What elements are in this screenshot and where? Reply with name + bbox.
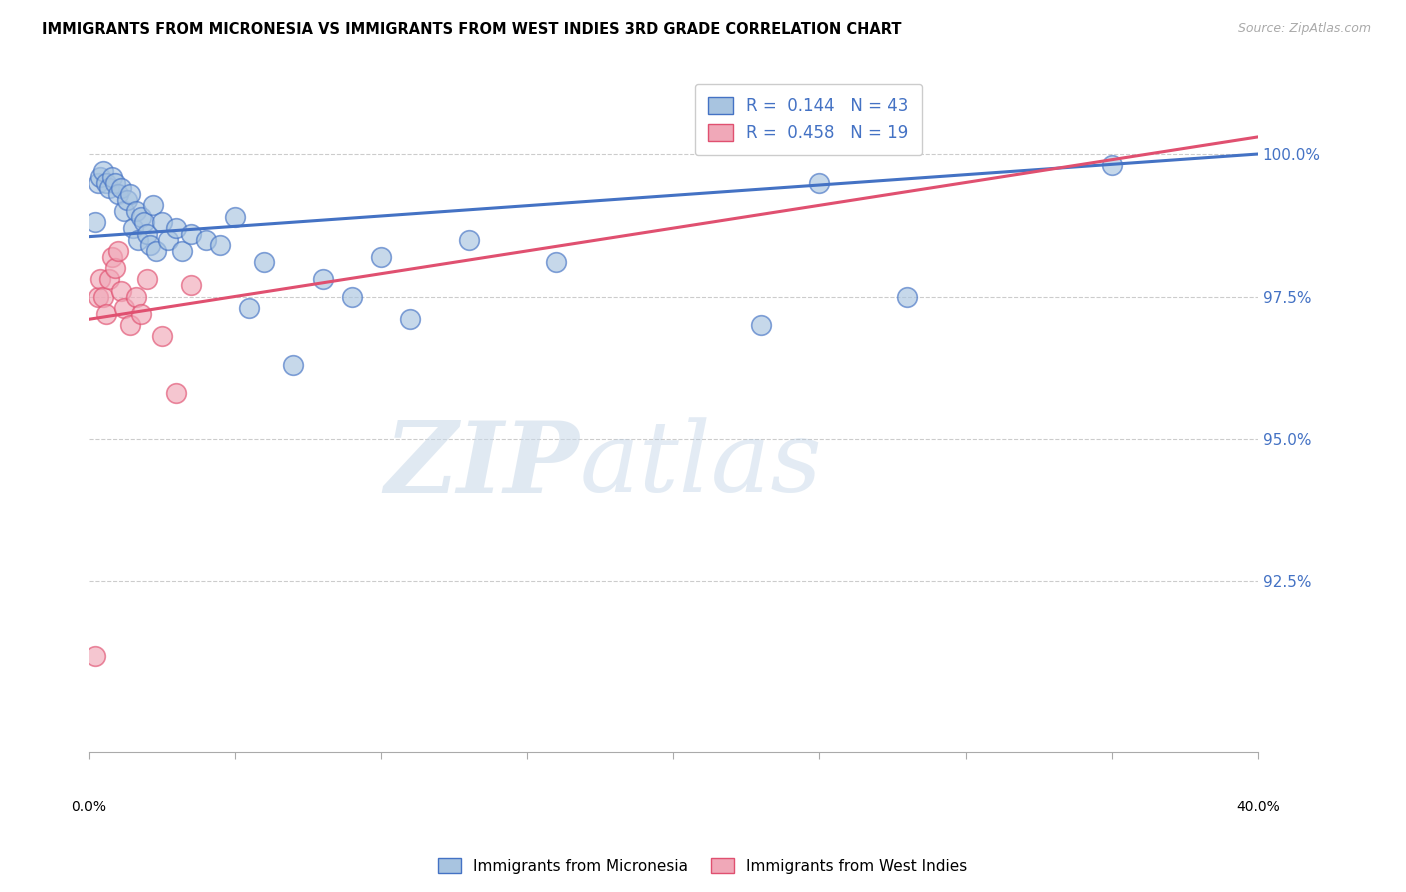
Point <box>93 289 115 303</box>
Point <box>180 227 202 241</box>
Point <box>96 176 118 190</box>
Point <box>340 289 363 303</box>
Point <box>238 301 260 315</box>
Point <box>104 176 127 190</box>
Point <box>131 307 153 321</box>
Point <box>118 318 141 332</box>
Legend: R =  0.144   N = 43, R =  0.458   N = 19: R = 0.144 N = 43, R = 0.458 N = 19 <box>695 84 922 155</box>
Point <box>145 244 167 258</box>
Point <box>370 250 392 264</box>
Point <box>150 329 173 343</box>
Text: 40.0%: 40.0% <box>1236 800 1279 814</box>
Legend: Immigrants from Micronesia, Immigrants from West Indies: Immigrants from Micronesia, Immigrants f… <box>432 852 974 880</box>
Point <box>136 227 159 241</box>
Point <box>98 272 121 286</box>
Point <box>110 181 132 195</box>
Point <box>165 386 187 401</box>
Point <box>115 193 138 207</box>
Point <box>194 233 217 247</box>
Point <box>101 169 124 184</box>
Point <box>83 215 105 229</box>
Point <box>1101 158 1123 172</box>
Point <box>546 255 568 269</box>
Point <box>86 289 108 303</box>
Point <box>127 233 149 247</box>
Point <box>104 260 127 275</box>
Point <box>124 204 146 219</box>
Point <box>118 186 141 201</box>
Point <box>107 186 129 201</box>
Point <box>224 210 246 224</box>
Point <box>311 272 333 286</box>
Point <box>83 648 105 663</box>
Point <box>110 284 132 298</box>
Point <box>165 221 187 235</box>
Point <box>93 164 115 178</box>
Point <box>808 176 831 190</box>
Point <box>457 233 479 247</box>
Point <box>131 210 153 224</box>
Point <box>896 289 918 303</box>
Text: IMMIGRANTS FROM MICRONESIA VS IMMIGRANTS FROM WEST INDIES 3RD GRADE CORRELATION : IMMIGRANTS FROM MICRONESIA VS IMMIGRANTS… <box>42 22 901 37</box>
Point <box>142 198 165 212</box>
Text: ZIP: ZIP <box>385 417 579 514</box>
Point <box>89 272 111 286</box>
Point <box>253 255 276 269</box>
Point <box>121 221 143 235</box>
Point <box>112 301 135 315</box>
Point <box>139 238 162 252</box>
Point <box>107 244 129 258</box>
Text: 0.0%: 0.0% <box>72 800 107 814</box>
Point <box>172 244 194 258</box>
Point <box>136 272 159 286</box>
Point <box>134 215 156 229</box>
Point <box>180 278 202 293</box>
Point <box>112 204 135 219</box>
Point <box>96 307 118 321</box>
Point <box>98 181 121 195</box>
Point <box>749 318 772 332</box>
Point <box>86 176 108 190</box>
Text: atlas: atlas <box>579 417 823 513</box>
Point <box>283 358 305 372</box>
Text: Source: ZipAtlas.com: Source: ZipAtlas.com <box>1237 22 1371 36</box>
Point <box>89 169 111 184</box>
Point <box>150 215 173 229</box>
Point <box>399 312 422 326</box>
Point <box>209 238 232 252</box>
Point <box>101 250 124 264</box>
Point <box>156 233 179 247</box>
Point <box>838 136 860 150</box>
Point <box>124 289 146 303</box>
